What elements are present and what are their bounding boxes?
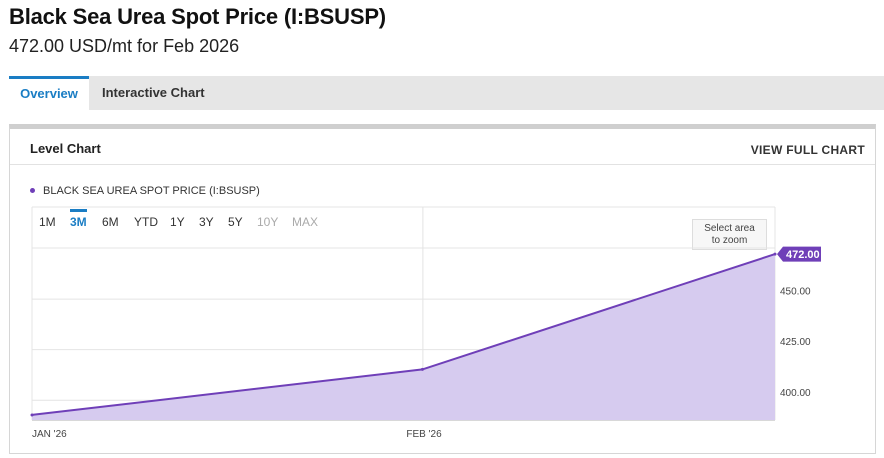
range-5y-button[interactable]: 5Y bbox=[228, 215, 243, 229]
data-point-1 bbox=[420, 367, 424, 371]
zoom-hint-line2: to zoom bbox=[711, 235, 748, 246]
last-value-label-bg bbox=[777, 246, 821, 262]
panel-divider bbox=[10, 164, 875, 165]
legend-dot-icon bbox=[30, 187, 35, 193]
x-tick-label-0: JAN '26 bbox=[32, 429, 67, 440]
range-6m-button[interactable]: 6M bbox=[102, 215, 119, 229]
y-tick-label-2: 450.00 bbox=[780, 287, 811, 298]
last-value-label: 472.00 bbox=[777, 246, 821, 262]
series-area-fill bbox=[32, 254, 775, 420]
last-value-label-text: 472.00 bbox=[786, 249, 820, 261]
panel-title: Level Chart bbox=[30, 141, 101, 156]
range-1y-button[interactable]: 1Y bbox=[170, 215, 185, 229]
range-10y-button[interactable]: 10Y bbox=[257, 215, 279, 229]
range-3y-button[interactable]: 3Y bbox=[199, 215, 214, 229]
x-axis-labels: JAN '26 FEB '26 bbox=[32, 429, 442, 440]
tab-overview[interactable]: Overview bbox=[9, 76, 89, 110]
y-tick-label-1: 425.00 bbox=[780, 337, 811, 348]
chart-legend[interactable]: BLACK SEA UREA SPOT PRICE (I:BSUSP) bbox=[30, 185, 260, 197]
page-title: Black Sea Urea Spot Price (I:BSUSP) bbox=[9, 4, 386, 29]
range-1m-button[interactable]: 1M bbox=[39, 215, 56, 229]
tab-bar: Overview Interactive Chart bbox=[9, 76, 884, 110]
view-full-chart-link[interactable]: VIEW FULL CHART bbox=[750, 143, 865, 157]
legend-label: BLACK SEA UREA SPOT PRICE (I:BSUSP) bbox=[43, 185, 260, 197]
range-3m-button[interactable]: 3M bbox=[70, 209, 87, 229]
y-axis-labels: 400.00 425.00 450.00 bbox=[780, 287, 811, 399]
x-tick-label-1: FEB '26 bbox=[406, 429, 442, 440]
data-point-2 bbox=[773, 252, 777, 256]
page-subtitle: 472.00 USD/mt for Feb 2026 bbox=[9, 36, 240, 56]
range-ytd-button[interactable]: YTD bbox=[134, 215, 158, 229]
tab-interactive-chart[interactable]: Interactive Chart bbox=[102, 85, 205, 100]
y-tick-label-0: 400.00 bbox=[780, 388, 811, 399]
zoom-hint-line1: Select area bbox=[704, 223, 755, 234]
data-point-0 bbox=[30, 413, 34, 417]
range-max-button[interactable]: MAX bbox=[292, 215, 319, 229]
series-points bbox=[30, 252, 777, 417]
zoom-hint-box: Select area to zoom bbox=[692, 219, 767, 250]
